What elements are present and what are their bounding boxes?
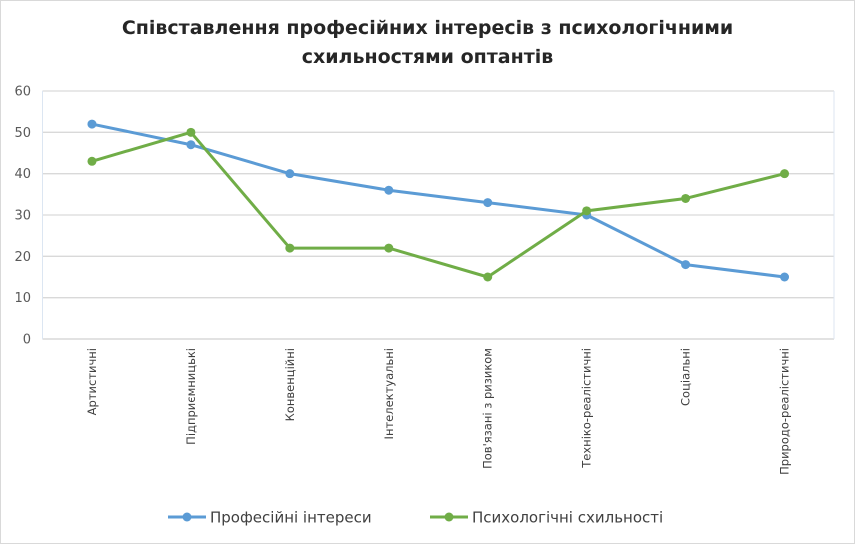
- chart-title-line-1: Співставлення професійних інтересів з пс…: [121, 17, 734, 39]
- data-point: [87, 119, 97, 129]
- y-tick-label: 0: [23, 333, 31, 348]
- data-point: [186, 140, 196, 150]
- x-tick-label: Конвенційні: [283, 348, 297, 421]
- legend-label-1: Професійні інтереси: [210, 509, 372, 527]
- legend-label-2: Психологічні схильності: [472, 509, 663, 527]
- legend-marker-1: [182, 512, 192, 522]
- x-tick-label: Техніко-реалістичні: [580, 348, 594, 469]
- data-point: [186, 127, 196, 137]
- y-tick-label: 50: [14, 126, 31, 141]
- y-tick-label: 60: [14, 85, 31, 100]
- data-point: [384, 243, 394, 253]
- data-point: [384, 185, 394, 195]
- data-point: [681, 260, 691, 270]
- x-tick-label: Природо-реалістичні: [778, 348, 792, 475]
- data-point: [780, 272, 790, 282]
- chart-title-line-2: схильностями оптантів: [301, 46, 554, 68]
- x-tick-label: Соціальні: [679, 348, 693, 406]
- data-point: [681, 193, 691, 203]
- x-tick-label: Пов'язані з ризиком: [481, 348, 495, 469]
- data-point: [582, 206, 592, 216]
- y-tick-label: 40: [14, 167, 31, 182]
- legend-marker-2: [444, 512, 454, 522]
- data-point: [285, 169, 295, 179]
- y-tick-label: 20: [14, 250, 31, 265]
- x-tick-label: Підприємницькі: [184, 348, 198, 445]
- y-tick-label: 10: [14, 291, 31, 306]
- data-point: [285, 243, 295, 253]
- data-point: [483, 272, 493, 282]
- y-tick-label: 30: [14, 209, 31, 224]
- x-tick-label: Інтелектуальні: [382, 348, 396, 439]
- chart-title: Співставлення професійних інтересів з пс…: [0, 14, 855, 72]
- series-line-2: [91, 130, 785, 279]
- data-point: [483, 198, 493, 208]
- x-tick-label: Артистичні: [85, 348, 99, 415]
- data-point: [780, 169, 790, 179]
- data-point: [87, 156, 97, 166]
